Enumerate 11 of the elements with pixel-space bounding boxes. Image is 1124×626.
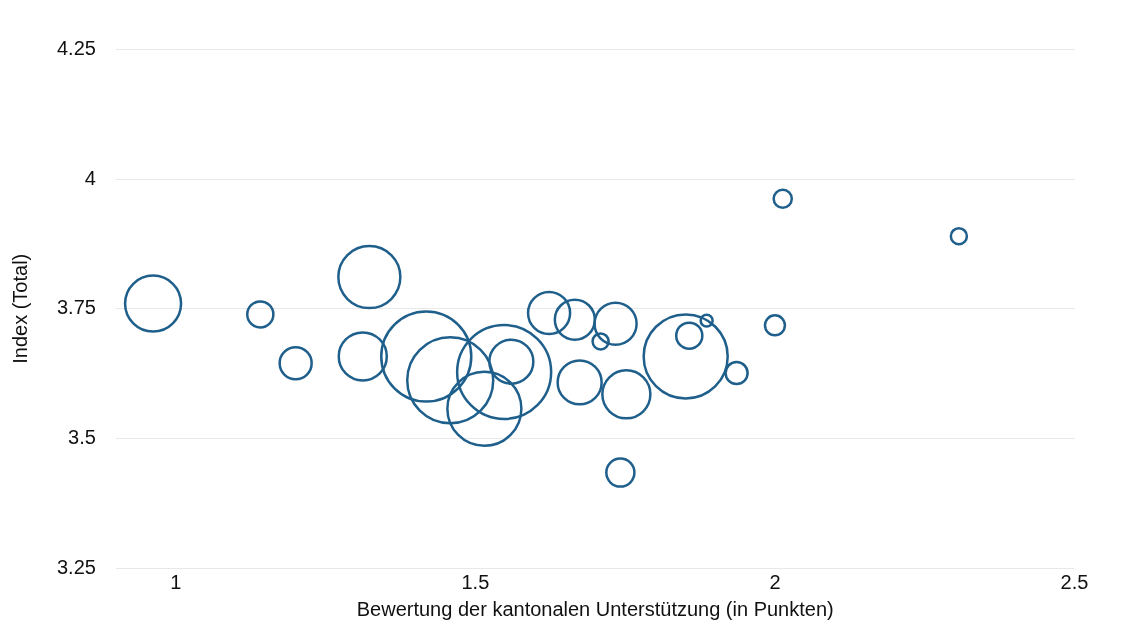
x-tick-label: 1 xyxy=(170,570,182,593)
x-axis-title: Bewertung der kantonalen Unterstützung (in Punkten) xyxy=(356,597,834,620)
x-tick-label: 1.5 xyxy=(461,570,490,593)
y-tick-label: 4 xyxy=(84,166,96,189)
y-axis-title: Index (Total) xyxy=(8,253,31,364)
x-tick-label: 2.5 xyxy=(1060,570,1089,593)
y-tick-label: 3.25 xyxy=(56,555,96,578)
x-tick-label: 2 xyxy=(769,570,781,593)
y-tick-label: 3.75 xyxy=(56,296,96,319)
y-tick-label: 4.25 xyxy=(56,37,96,60)
y-tick-label: 3.5 xyxy=(68,425,96,448)
